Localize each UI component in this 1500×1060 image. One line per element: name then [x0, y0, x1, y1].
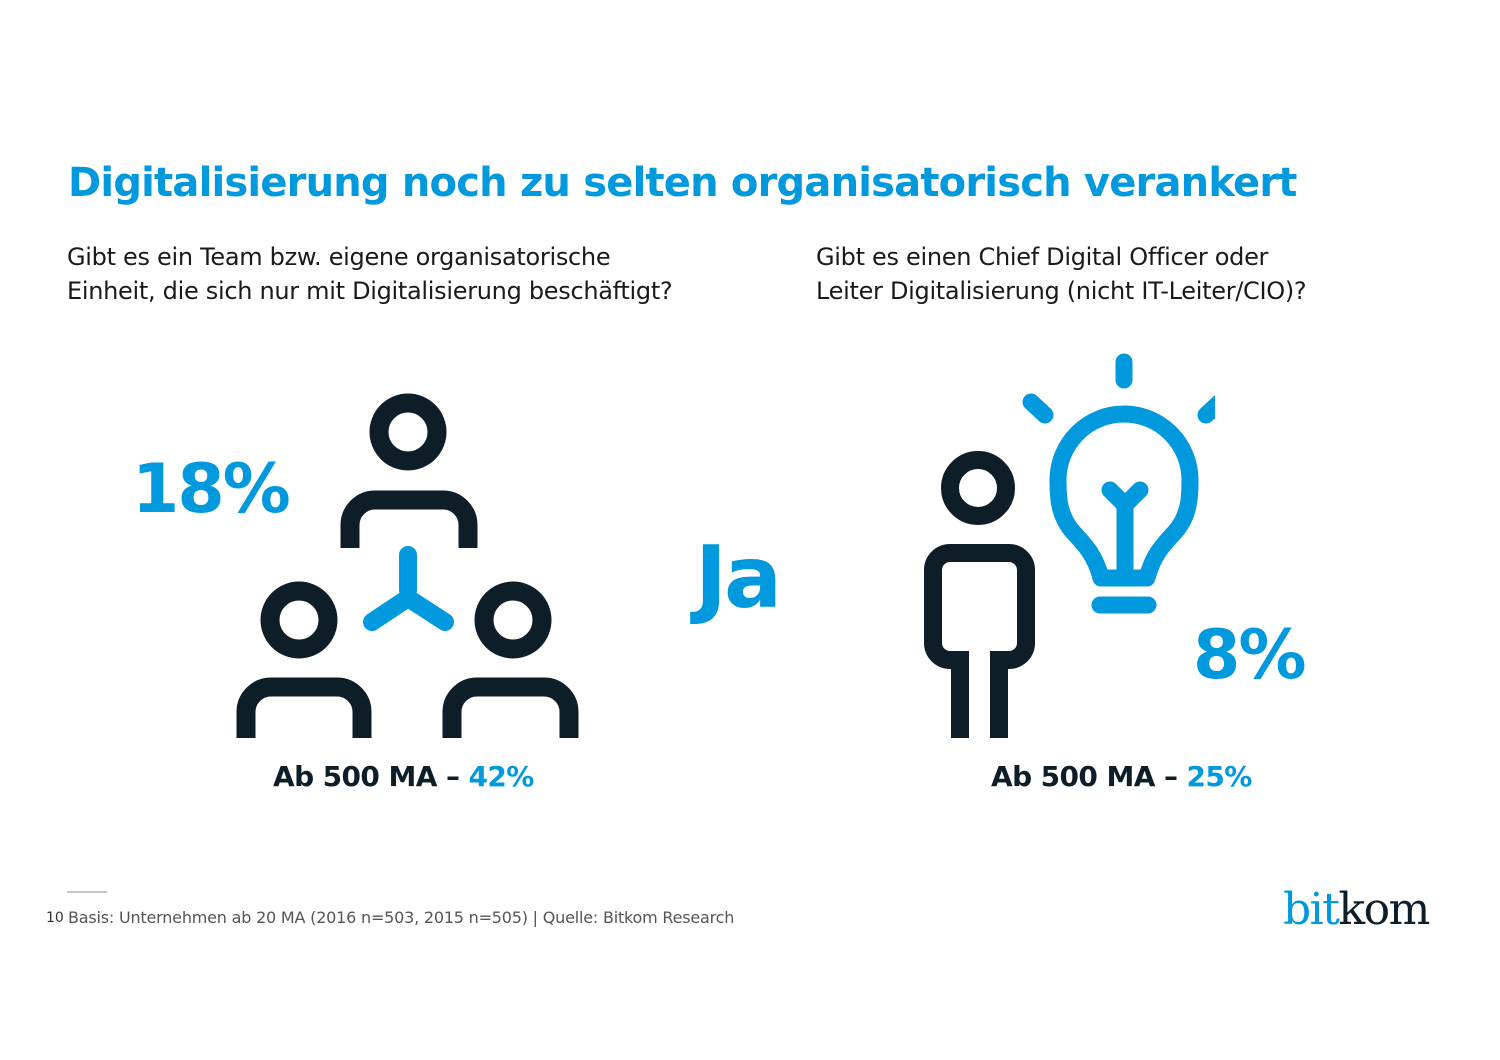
- right-question-line1: Gibt es einen Chief Digital Officer oder: [816, 243, 1269, 271]
- person-lightbulb-icon: [924, 353, 1215, 738]
- page-title: Digitalisierung noch zu selten organisat…: [68, 160, 1297, 206]
- team-network-icon: [236, 393, 579, 738]
- right-value: 8%: [1193, 616, 1306, 695]
- left-value: 18%: [132, 450, 291, 529]
- logo-part-kom: kom: [1338, 884, 1430, 935]
- footer-divider: [67, 891, 107, 893]
- left-question-line1: Gibt es ein Team bzw. eigene organisator…: [67, 243, 611, 271]
- left-sub-value: 42%: [468, 760, 535, 793]
- yes-label: Ja: [695, 528, 782, 628]
- source-note: Basis: Unternehmen ab 20 MA (2016 n=503,…: [68, 908, 735, 927]
- left-sub-stat: Ab 500 MA – 42%: [273, 760, 534, 793]
- right-sub-label: Ab 500 MA –: [991, 760, 1178, 793]
- page-number: 10: [46, 910, 64, 926]
- right-sub-stat: Ab 500 MA – 25%: [991, 760, 1252, 793]
- logo-part-bit: bit: [1283, 884, 1340, 935]
- left-question-line2: Einheit, die sich nur mit Digitalisierun…: [67, 277, 673, 305]
- right-sub-value: 25%: [1186, 760, 1253, 793]
- bitkom-logo: bitkom: [1283, 884, 1430, 935]
- right-question-line2: Leiter Digitalisierung (nicht IT-Leiter/…: [816, 277, 1307, 305]
- left-question: Gibt es ein Team bzw. eigene organisator…: [67, 240, 673, 308]
- left-sub-label: Ab 500 MA –: [273, 760, 460, 793]
- right-question: Gibt es einen Chief Digital Officer oder…: [816, 240, 1307, 308]
